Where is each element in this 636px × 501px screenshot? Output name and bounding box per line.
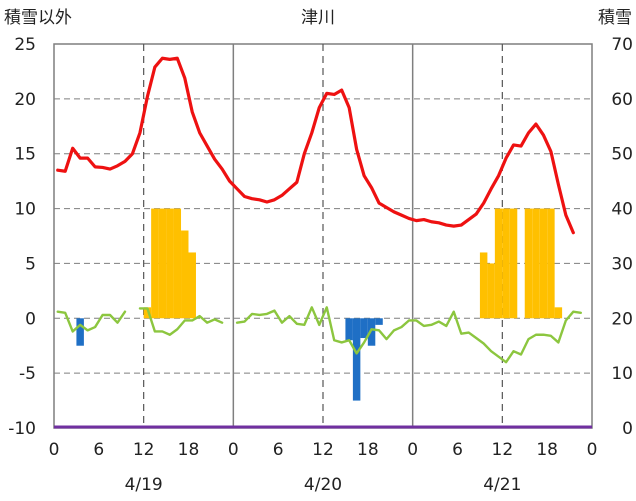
y-right-tick-label: 20 [611,309,633,329]
bar [509,208,518,319]
bar [479,252,488,319]
x-date-label: 4/21 [483,475,521,495]
x-hour-tick-label: 18 [357,440,379,460]
y-right-tick-label: 40 [611,200,633,220]
y-left-tick-label: -10 [8,419,36,439]
y-right-tick-label: 10 [611,364,633,384]
x-hour-tick-label: 12 [312,440,334,460]
y-right-tick-label: 30 [611,254,633,274]
x-hour-tick-label: 12 [133,440,155,460]
bar [532,208,540,319]
bar [173,208,182,319]
bar [487,263,495,319]
y-left-tick-label: 10 [14,200,36,220]
x-hour-tick-label: 0 [228,440,239,460]
x-hour-tick-label: 6 [273,440,284,460]
y-left-tick-label: 15 [14,145,36,165]
y-right-tick-label: 50 [611,145,633,165]
bar [166,208,174,319]
bar [151,208,159,319]
x-hour-tick-label: 6 [452,440,463,460]
bar [188,252,196,319]
bar [539,208,548,319]
y-right-tick-label: 0 [622,419,633,439]
bar [158,208,167,319]
y-right-tick-label: 70 [611,35,633,55]
x-hour-tick-label: 12 [492,440,514,460]
y-left-tick-label: 0 [25,309,36,329]
y-left-tick-label: -5 [19,364,36,384]
bar [360,318,368,339]
bar [367,318,376,346]
bar [352,318,361,401]
line-series [54,56,592,429]
chart-title: 津川 [301,8,335,28]
snow-depth-line [56,56,575,235]
bar [547,208,555,319]
y-left-tick-label: 25 [14,35,36,55]
bar [502,208,510,319]
bar-series [76,208,563,401]
left-axis-label: 積雪以外 [4,8,72,28]
right-axis-label: 積雪 [598,8,632,28]
x-hour-tick-label: 0 [587,440,598,460]
y-left-tick-label: 5 [25,254,36,274]
bar [494,208,503,319]
temperature-line [56,306,582,364]
bar [554,307,563,319]
bar [345,318,353,341]
x-hour-tick-label: 0 [407,440,418,460]
x-hour-tick-label: 18 [536,440,558,460]
bar [524,208,533,319]
x-hour-tick-label: 18 [178,440,200,460]
x-hour-tick-label: 6 [93,440,104,460]
bar [181,230,189,319]
y-right-tick-label: 60 [611,90,633,110]
bar [143,307,152,319]
x-hour-tick-label: 0 [49,440,60,460]
y-left-tick-label: 20 [14,90,36,110]
bar [76,318,84,346]
x-date-label: 4/20 [304,475,342,495]
x-date-label: 4/19 [125,475,163,495]
bar [375,318,383,325]
